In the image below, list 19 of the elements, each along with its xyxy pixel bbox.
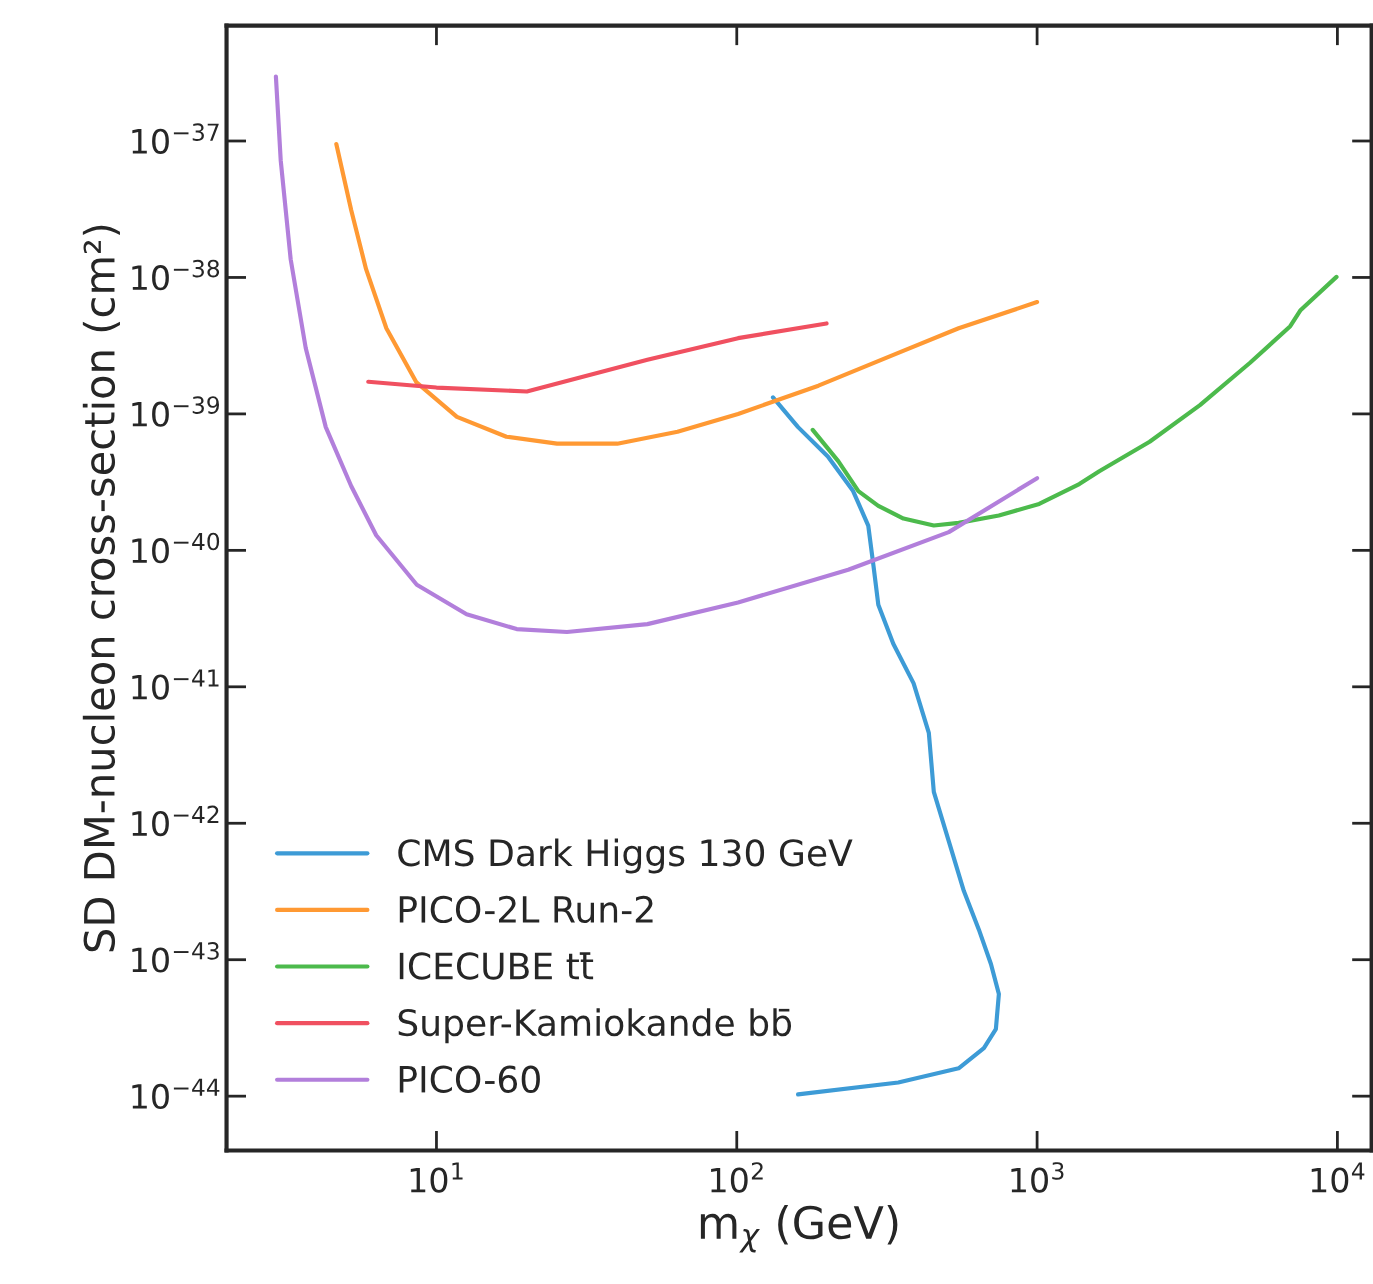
- y-tick-label: 10$^{−41}$: [132, 669, 219, 700]
- x-tick-label: 10$^{1}$: [410, 1162, 463, 1193]
- y-tick-label: 10$^{−40}$: [132, 532, 220, 564]
- legend-label: Super-Kamiokande bb̄: [398, 1008, 792, 1044]
- y-tick-label: 10$^{−39}$: [132, 396, 220, 427]
- x-tick-label: 10$^{4}$: [1311, 1162, 1365, 1193]
- x-tick-label: 10$^{3}$: [1011, 1162, 1064, 1193]
- y-tick-label: 10$^{−42}$: [132, 805, 219, 837]
- x-tick-label: 10$^{2}$: [711, 1162, 763, 1193]
- y-tick-label: 10$^{−37}$: [132, 123, 219, 154]
- legend-label: ICECUBE tt̄: [399, 952, 594, 980]
- x-axis-title: m$_{χ}$ (GeV): [700, 1204, 898, 1253]
- y-tick-label: 10$^{−43}$: [132, 942, 219, 973]
- legend-label: PICO-60: [399, 1065, 540, 1093]
- y-tick-label: 10$^{−38}$: [132, 259, 220, 291]
- legend-label: PICO-2L Run-2: [399, 895, 653, 924]
- y-axis-title: SD DM-nucleon cross-section (cm²): [82, 225, 120, 952]
- legend-label: CMS Dark Higgs 130 GeV: [398, 838, 853, 874]
- y-tick-label: 10$^{−44}$: [132, 1078, 220, 1110]
